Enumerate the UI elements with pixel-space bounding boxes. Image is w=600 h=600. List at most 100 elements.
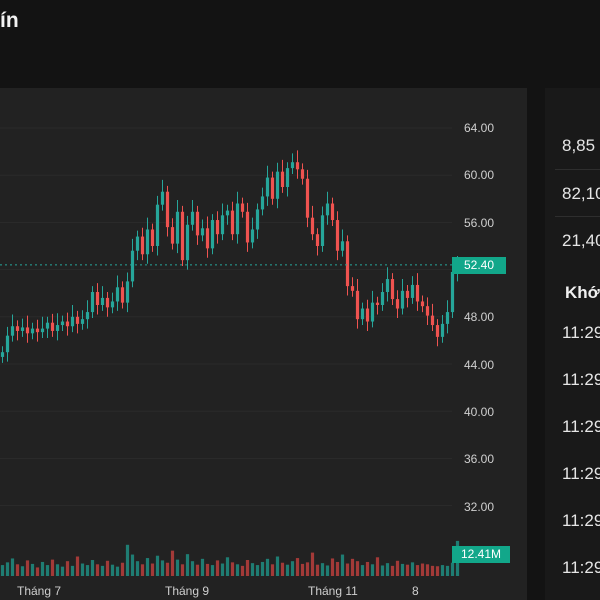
candle-body	[130, 250, 135, 282]
candle-body	[90, 292, 95, 313]
candle-body	[330, 203, 335, 221]
candle-body	[165, 191, 170, 228]
candle-body	[345, 241, 350, 287]
candle-body	[305, 178, 310, 218]
candle-body	[70, 316, 75, 327]
candle-body	[25, 327, 30, 334]
current-volume-label: 12.41M	[452, 546, 510, 563]
candle-body	[120, 287, 125, 303]
candle-body	[115, 287, 120, 302]
volume-bar	[450, 562, 455, 576]
candle-body	[365, 308, 370, 322]
candle-body	[5, 335, 10, 353]
volume-bar	[40, 561, 45, 576]
volume-bar	[315, 564, 320, 576]
candle-body	[10, 326, 15, 336]
candle-body	[355, 290, 360, 320]
candle-body	[205, 228, 210, 249]
volume-bar	[210, 565, 215, 576]
volume-bar	[65, 561, 70, 576]
candlestick-chart[interactable]	[0, 88, 527, 600]
volume-bar	[195, 564, 200, 576]
candle-body	[45, 322, 50, 329]
volume-bar	[145, 558, 150, 576]
candle-body	[405, 290, 410, 298]
volume-bar	[425, 564, 430, 576]
volume-bar	[335, 561, 340, 576]
candle-body	[220, 215, 225, 235]
x-tick: 8	[412, 584, 419, 598]
candle-body	[370, 302, 375, 322]
candle-body	[55, 325, 60, 331]
candle-body	[320, 215, 325, 246]
candle-body	[50, 322, 55, 331]
trade-time: 11:29	[562, 558, 600, 577]
y-tick: 64.00	[464, 121, 495, 135]
volume-bar	[370, 564, 375, 576]
volume-bar	[355, 561, 360, 576]
volume-bar	[300, 563, 305, 576]
candle-body	[215, 220, 220, 235]
volume-bar	[55, 564, 60, 576]
volume-bar	[340, 554, 345, 576]
volume-bar	[160, 560, 165, 576]
candle-body	[335, 220, 340, 251]
volume-bar	[415, 565, 420, 576]
volume-bar	[360, 565, 365, 576]
candle-body	[180, 211, 185, 261]
candle-body	[170, 227, 175, 244]
volume-bar	[390, 565, 395, 576]
volume-bar	[25, 560, 30, 576]
candle-body	[310, 217, 315, 235]
candle-body	[135, 236, 140, 251]
candle-body	[15, 326, 20, 331]
candle-body	[435, 325, 440, 337]
candle-body	[385, 279, 390, 293]
candle-body	[440, 323, 445, 337]
y-tick: 44.00	[464, 358, 495, 372]
volume-bar	[440, 565, 445, 576]
y-tick: 40.00	[464, 405, 495, 419]
candle-body	[290, 162, 295, 169]
volume-bar	[85, 565, 90, 576]
candle-body	[265, 177, 270, 197]
volume-bar	[325, 565, 330, 576]
candle-body	[380, 292, 385, 305]
divider	[555, 216, 600, 217]
candle-body	[150, 229, 155, 246]
candle-body	[85, 312, 90, 320]
volume-bar	[375, 557, 380, 576]
section-heading: Khớ	[565, 283, 600, 302]
candle-body	[325, 203, 330, 216]
candle-body	[430, 315, 435, 326]
volume-bar	[225, 557, 230, 576]
candle-body	[400, 290, 405, 309]
candle-body	[350, 286, 355, 291]
volume-bar	[90, 560, 95, 576]
candle-body	[390, 279, 395, 300]
volume-bar	[285, 564, 290, 576]
candle-body	[260, 196, 265, 210]
price-chart[interactable]: 64.00 60.00 56.00 52.00 48.00 44.00 40.0…	[0, 88, 527, 600]
volume-bar	[430, 565, 435, 576]
volume-bar	[110, 564, 115, 576]
volume-bar	[320, 563, 325, 576]
volume-bar	[400, 563, 405, 576]
volume-bar	[170, 550, 175, 576]
volume-bar	[345, 563, 350, 576]
volume-bar	[200, 558, 205, 576]
candle-body	[340, 241, 345, 251]
x-tick: Tháng 7	[17, 584, 62, 598]
candle-body	[415, 284, 420, 302]
candle-body	[125, 281, 130, 303]
candle-body	[235, 203, 240, 235]
volume-bar	[365, 561, 370, 576]
volume-bar	[270, 564, 275, 576]
volume-bar	[75, 556, 80, 576]
candle-body	[410, 284, 415, 298]
volume-bar	[240, 565, 245, 576]
candle-body	[185, 224, 190, 261]
volume-bar	[275, 556, 280, 576]
volume-bar	[255, 565, 260, 576]
volume-bar	[35, 567, 40, 576]
